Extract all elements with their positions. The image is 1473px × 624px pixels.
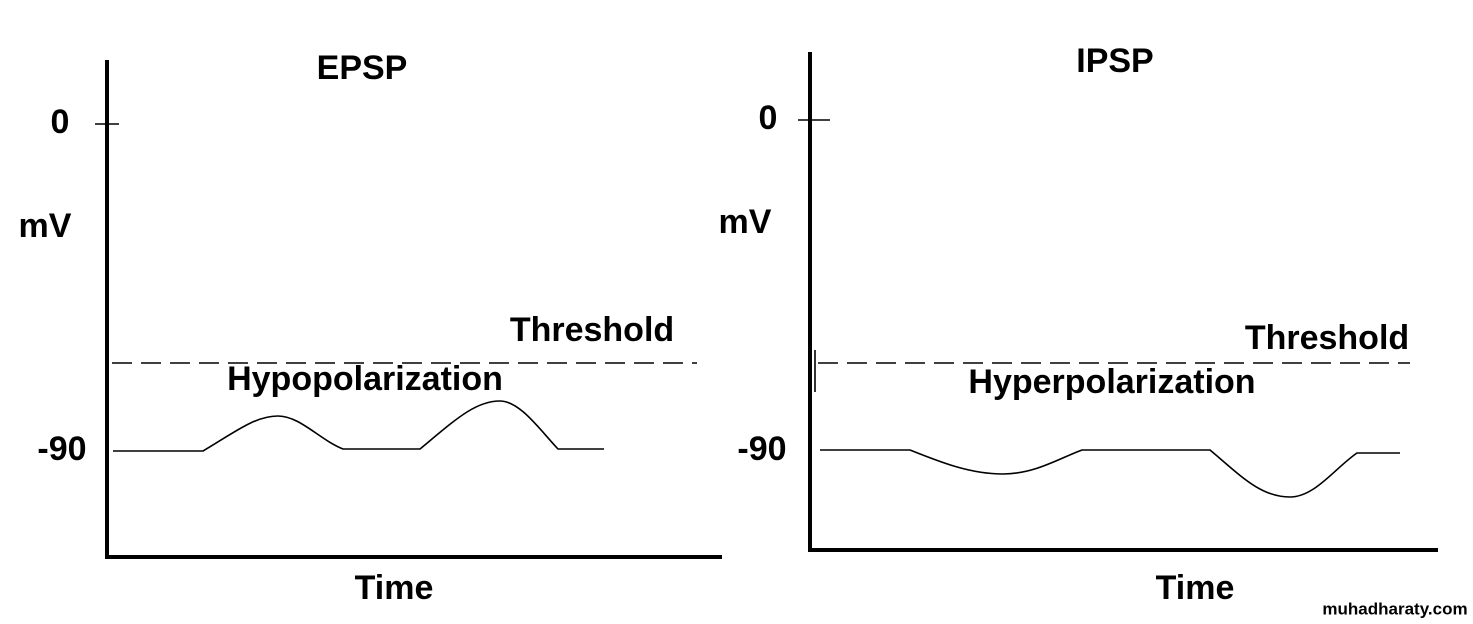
threshold-label: Threshold bbox=[510, 311, 674, 349]
panel-title: IPSP bbox=[1076, 42, 1153, 80]
y-top-label: 0 bbox=[51, 103, 70, 141]
curve-label: Hyperpolarization bbox=[968, 363, 1255, 401]
panel-title: EPSP bbox=[317, 49, 408, 87]
y-top-label: 0 bbox=[759, 99, 778, 137]
potential-curve bbox=[113, 400, 604, 452]
threshold-label: Threshold bbox=[1245, 319, 1409, 357]
curve-label: Hypopolarization bbox=[227, 360, 503, 398]
y-axis-label: mV bbox=[719, 203, 772, 241]
watermark: muhadharaty.com bbox=[1322, 599, 1467, 618]
ipsp-panel: IPSP 0 mV -90 Threshold Hyperpolarizatio… bbox=[719, 42, 1438, 607]
y-bottom-label: -90 bbox=[37, 430, 86, 468]
potential-curve bbox=[820, 449, 1400, 498]
x-axis-label: Time bbox=[1156, 569, 1235, 607]
y-bottom-label: -90 bbox=[737, 430, 786, 468]
y-axis-label: mV bbox=[19, 207, 72, 245]
epsp-panel: EPSP 0 mV -90 Threshold Hypopolarization… bbox=[19, 49, 722, 607]
x-axis-label: Time bbox=[355, 569, 434, 607]
